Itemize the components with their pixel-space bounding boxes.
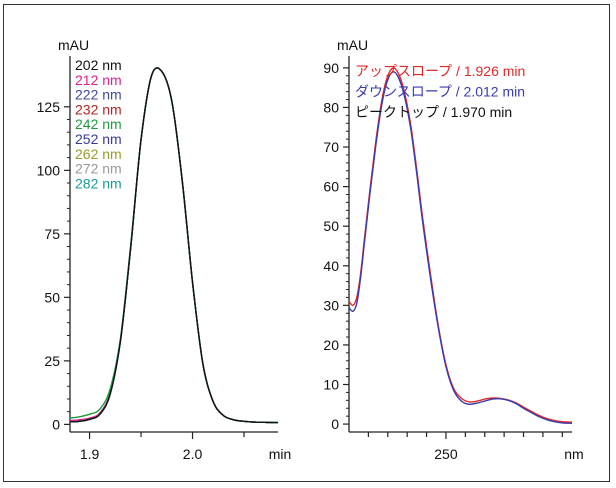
chart2-series-line bbox=[349, 67, 572, 423]
chart1-legend-entry: 262 nm bbox=[75, 146, 122, 162]
chart2-y-tick-label: 90 bbox=[323, 60, 339, 76]
chart2-y-tick-label: 70 bbox=[323, 139, 339, 155]
chart2-y-tick-label: 20 bbox=[323, 337, 339, 353]
chart2-legend-entry: ダウンスロープ / 2.012 min bbox=[355, 84, 525, 100]
chart1-legend-entry: 282 nm bbox=[75, 175, 122, 191]
chart1-y-tick-label: 25 bbox=[44, 353, 60, 369]
chart1-series-line bbox=[70, 67, 278, 424]
chart1-legend-entry: 252 nm bbox=[75, 131, 122, 147]
chart2-y-tick-label: 10 bbox=[323, 377, 339, 393]
chart2-y-axis-label: mAU bbox=[337, 37, 368, 53]
chart1-y-tick-label: 125 bbox=[37, 99, 61, 115]
chart1-legend-entry: 222 nm bbox=[75, 87, 122, 103]
chart2-series-line bbox=[349, 71, 572, 424]
chart1-y-tick-label: 75 bbox=[44, 226, 60, 242]
chart2-y-tick-label: 30 bbox=[323, 297, 339, 313]
chart1-legend-entry: 212 nm bbox=[75, 72, 122, 88]
chart1-y-axis-label: mAU bbox=[58, 37, 89, 53]
chart2-y-tick-label: 0 bbox=[331, 416, 339, 432]
chart1-x-tick-label: 1.9 bbox=[80, 446, 100, 462]
chart2-x-tick-label: 250 bbox=[434, 446, 458, 462]
chart1-legend-entry: 232 nm bbox=[75, 101, 122, 117]
chart2-y-tick-label: 40 bbox=[323, 258, 339, 274]
chart1-x-axis-label: min bbox=[269, 446, 292, 462]
chart2-x-axis-label: nm bbox=[564, 446, 583, 462]
chart1-legend-entry: 272 nm bbox=[75, 161, 122, 177]
chart1-y-tick-label: 50 bbox=[44, 289, 60, 305]
chart1-legend-entry: 202 nm bbox=[75, 57, 122, 73]
chart1-y-tick-label: 100 bbox=[37, 162, 61, 178]
chart2-legend-entry: アップスロープ / 1.926 min bbox=[355, 63, 525, 79]
chart1-legend-entry: 242 nm bbox=[75, 116, 122, 132]
chart2-legend-entry: ピークトップ / 1.970 min bbox=[355, 104, 512, 120]
chart1-y-tick-label: 0 bbox=[52, 416, 60, 432]
chart2-y-tick-label: 80 bbox=[323, 99, 339, 115]
chart2-y-tick-label: 50 bbox=[323, 218, 339, 234]
chart2-y-tick-label: 60 bbox=[323, 179, 339, 195]
chart1-x-tick-label: 2.0 bbox=[183, 446, 203, 462]
